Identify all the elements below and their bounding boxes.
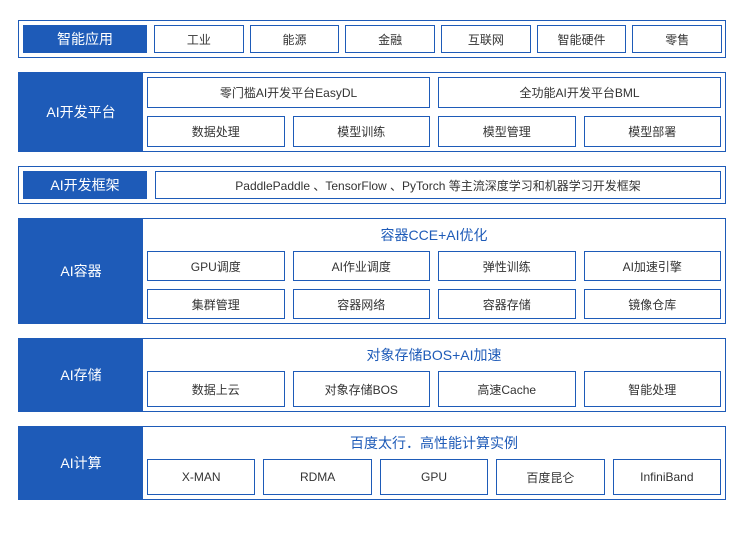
storage-item: 高速Cache — [438, 371, 576, 407]
storage-label: AI存储 — [19, 339, 143, 411]
framework-block: AI开发框架 PaddlePaddle 、TensorFlow 、PyTorch… — [18, 166, 726, 204]
storage-item: 数据上云 — [147, 371, 285, 407]
apps-item: 能源 — [250, 25, 340, 53]
storage-item: 智能处理 — [584, 371, 722, 407]
container-row1: GPU调度 AI作业调度 弹性训练 AI加速引擎 — [143, 247, 725, 285]
container-content: 容器CCE+AI优化 GPU调度 AI作业调度 弹性训练 AI加速引擎 集群管理… — [143, 219, 725, 323]
container-item: 镜像仓库 — [584, 289, 722, 319]
compute-title: 百度太行．高性能计算实例 — [143, 427, 725, 455]
compute-block: AI计算 百度太行．高性能计算实例 X-MAN RDMA GPU 百度昆仑 In… — [18, 426, 726, 500]
container-title: 容器CCE+AI优化 — [143, 219, 725, 247]
apps-item: 互联网 — [441, 25, 531, 53]
compute-item: GPU — [380, 459, 488, 495]
platform-row2: 数据处理 模型训练 模型管理 模型部署 — [143, 112, 725, 151]
compute-item: 百度昆仑 — [496, 459, 604, 495]
container-item: 弹性训练 — [438, 251, 576, 281]
compute-row1: X-MAN RDMA GPU 百度昆仑 InfiniBand — [143, 455, 725, 499]
framework-label: AI开发框架 — [23, 171, 147, 199]
platform-block: AI开发平台 零门槛AI开发平台EasyDL 全功能AI开发平台BML 数据处理… — [18, 72, 726, 152]
platform-row1: 零门槛AI开发平台EasyDL 全功能AI开发平台BML — [143, 73, 725, 112]
container-label: AI容器 — [19, 219, 143, 323]
apps-block: 智能应用 工业 能源 金融 互联网 智能硬件 零售 — [18, 20, 726, 58]
apps-item: 工业 — [154, 25, 244, 53]
platform-item: 模型管理 — [438, 116, 576, 147]
platform-item: 模型部署 — [584, 116, 722, 147]
platform-item: 全功能AI开发平台BML — [438, 77, 721, 108]
container-item: 容器存储 — [438, 289, 576, 319]
container-item: AI加速引擎 — [584, 251, 722, 281]
container-item: GPU调度 — [147, 251, 285, 281]
storage-content: 对象存储BOS+AI加速 数据上云 对象存储BOS 高速Cache 智能处理 — [143, 339, 725, 411]
compute-item: X-MAN — [147, 459, 255, 495]
compute-label: AI计算 — [19, 427, 143, 499]
container-item: 容器网络 — [293, 289, 431, 319]
platform-item: 零门槛AI开发平台EasyDL — [147, 77, 430, 108]
platform-content: 零门槛AI开发平台EasyDL 全功能AI开发平台BML 数据处理 模型训练 模… — [143, 73, 725, 151]
platform-item: 模型训练 — [293, 116, 431, 147]
platform-item: 数据处理 — [147, 116, 285, 147]
container-item: AI作业调度 — [293, 251, 431, 281]
container-row2: 集群管理 容器网络 容器存储 镜像仓库 — [143, 285, 725, 323]
apps-content: 工业 能源 金融 互联网 智能硬件 零售 — [151, 21, 725, 57]
storage-block: AI存储 对象存储BOS+AI加速 数据上云 对象存储BOS 高速Cache 智… — [18, 338, 726, 412]
apps-label: 智能应用 — [23, 25, 147, 53]
framework-text: PaddlePaddle 、TensorFlow 、PyTorch 等主流深度学… — [155, 171, 721, 199]
apps-item: 零售 — [632, 25, 722, 53]
storage-item: 对象存储BOS — [293, 371, 431, 407]
container-block: AI容器 容器CCE+AI优化 GPU调度 AI作业调度 弹性训练 AI加速引擎… — [18, 218, 726, 324]
compute-item: RDMA — [263, 459, 371, 495]
storage-row1: 数据上云 对象存储BOS 高速Cache 智能处理 — [143, 367, 725, 411]
apps-item: 金融 — [345, 25, 435, 53]
storage-title: 对象存储BOS+AI加速 — [143, 339, 725, 367]
apps-item: 智能硬件 — [537, 25, 627, 53]
container-item: 集群管理 — [147, 289, 285, 319]
platform-label: AI开发平台 — [19, 73, 143, 151]
compute-content: 百度太行．高性能计算实例 X-MAN RDMA GPU 百度昆仑 InfiniB… — [143, 427, 725, 499]
compute-item: InfiniBand — [613, 459, 721, 495]
